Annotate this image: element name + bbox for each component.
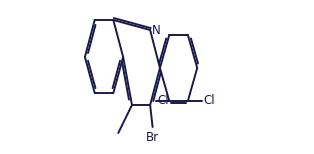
Text: Cl: Cl xyxy=(157,94,169,107)
Text: Br: Br xyxy=(146,131,159,144)
Text: Cl: Cl xyxy=(203,94,215,107)
Text: N: N xyxy=(152,24,160,36)
